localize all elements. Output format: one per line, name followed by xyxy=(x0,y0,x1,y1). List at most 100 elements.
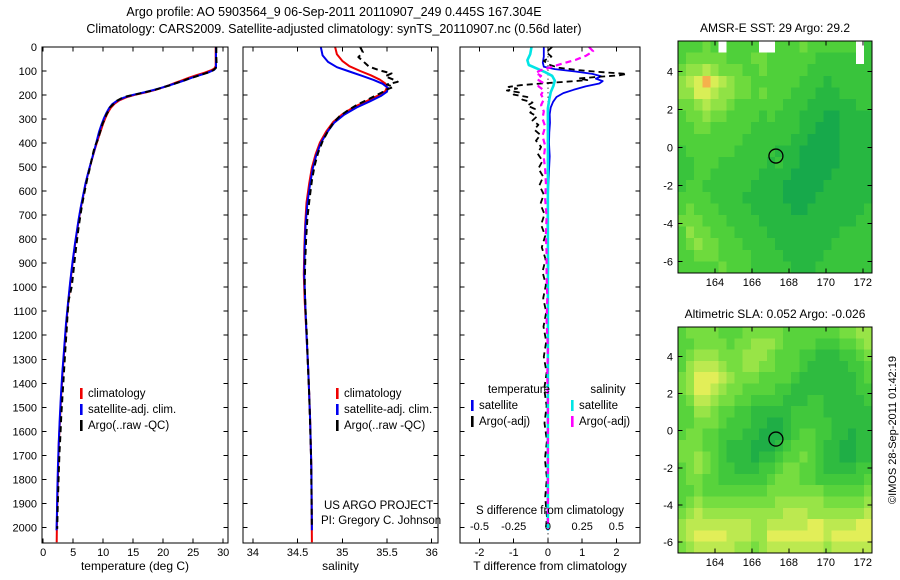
legend-header: temperature xyxy=(488,384,550,396)
temperature-profile-ytick-label: 900 xyxy=(19,258,37,270)
temperature-profile-xtick-label: 30 xyxy=(217,547,229,559)
float-location-marker xyxy=(768,148,784,164)
temperature-profile-ytick-label: 2000 xyxy=(13,522,37,534)
sla-map-xtick-label: 170 xyxy=(817,557,835,569)
sst-map-xtick-label: 168 xyxy=(780,277,798,289)
temperature-profile-ytick-label: 500 xyxy=(19,162,37,174)
sst-map-frame xyxy=(677,40,873,274)
difference-profile-xtick-label: 2 xyxy=(613,547,619,559)
sst-map-ytick-label: -6 xyxy=(663,257,673,269)
series-satellite-adj-clim- xyxy=(55,47,217,531)
series-s-satellite xyxy=(526,46,557,531)
temperature-profile-ytick-label: 300 xyxy=(19,114,37,126)
series-argo-raw-qc- xyxy=(56,47,218,529)
salinity-profile-xtick-label: 35 xyxy=(336,547,348,559)
legend-label: Argo(..raw -QC) xyxy=(344,420,425,432)
legend-swatch xyxy=(80,388,83,399)
legend-swatch xyxy=(336,420,339,431)
legend-swatch xyxy=(80,420,83,431)
temperature-profile-ytick-label: 600 xyxy=(19,186,37,198)
sla-map-xtick-label: 168 xyxy=(780,557,798,569)
sst-map-ytick-label: 4 xyxy=(667,66,673,78)
temperature-profile-ytick-label: 1000 xyxy=(13,282,37,294)
legend-swatch xyxy=(80,404,83,415)
legend-label: satellite xyxy=(479,400,518,412)
legend-label: satellite xyxy=(579,400,618,412)
salinity-profile-frame xyxy=(242,46,439,544)
difference-profile-xtick-label: 0 xyxy=(545,547,551,559)
copyright-text: ©IMOS 28-Sep-2011 01:42:19 xyxy=(887,356,899,504)
temperature-profile-xtick-label: 10 xyxy=(97,547,109,559)
temperature-profile-ytick-label: 1700 xyxy=(13,450,37,462)
difference-profile-xtick-label: -2 xyxy=(475,547,485,559)
annotation: PI: Gregory C. Johnson xyxy=(321,515,441,527)
legend-swatch xyxy=(471,416,474,427)
temperature-profile-ytick-label: 1600 xyxy=(13,426,37,438)
legend-label: satellite-adj. clim. xyxy=(344,404,432,416)
legend-label: Argo(..raw -QC) xyxy=(88,420,169,432)
temperature-profile-xtick-label: 5 xyxy=(70,547,76,559)
temperature-profile-xlabel: temperature (deg C) xyxy=(81,559,189,573)
sst-map-xtick-label: 172 xyxy=(854,277,872,289)
sla-map-ytick-label: 2 xyxy=(667,389,673,401)
title-line2: Climatology: CARS2009. Satellite-adjuste… xyxy=(86,22,582,36)
legend-label: Argo(-adj) xyxy=(579,416,630,428)
secondary-axis-tick-label: 0.25 xyxy=(571,521,592,533)
sla-map-ytick-label: -2 xyxy=(663,463,673,475)
secondary-axis-tick-label: -0.25 xyxy=(501,521,526,533)
temperature-profile-ytick-label: 200 xyxy=(19,90,37,102)
salinity-profile-xlabel: salinity xyxy=(322,559,359,573)
sst-map-xtick-label: 164 xyxy=(706,277,724,289)
legend-swatch xyxy=(336,388,339,399)
temperature-profile-ytick-label: 0 xyxy=(31,42,37,54)
sst-map-cells xyxy=(678,41,873,274)
sla-map-xtick-label: 164 xyxy=(706,557,724,569)
sla-map-title: Altimetric SLA: 0.052 Argo: -0.026 xyxy=(685,307,866,321)
series-climatology xyxy=(302,46,388,543)
temperature-profile-xtick-label: 25 xyxy=(187,547,199,559)
temperature-profile-ytick-label: 400 xyxy=(19,138,37,150)
sst-map-xtick-label: 170 xyxy=(817,277,835,289)
sla-map-ytick-label: 0 xyxy=(667,426,673,438)
legend-swatch xyxy=(571,416,574,427)
sst-map-ytick-label: 2 xyxy=(667,104,673,116)
series-t-argo-adj- xyxy=(506,46,628,529)
sla-map-cells xyxy=(678,327,873,554)
temperature-profile-xtick-label: 15 xyxy=(127,547,139,559)
temperature-profile-ytick-label: 800 xyxy=(19,234,37,246)
sla-map-xtick-label: 172 xyxy=(854,557,872,569)
temperature-profile-ytick-label: 1400 xyxy=(13,378,37,390)
salinity-profile-xtick-label: 35.5 xyxy=(376,547,397,559)
sst-map-ytick-label: -4 xyxy=(663,219,673,231)
temperature-profile-ytick-label: 1800 xyxy=(13,474,37,486)
sst-map-title: AMSR-E SST: 29 Argo: 29.2 xyxy=(700,21,850,35)
temperature-profile-ytick-label: 1100 xyxy=(13,306,37,318)
title-line1: Argo profile: AO 5903564_9 06-Sep-2011 2… xyxy=(126,5,542,19)
sla-map-ytick-label: 4 xyxy=(667,352,673,364)
legend-swatch xyxy=(471,400,474,411)
legend-label: Argo(-adj) xyxy=(479,416,530,428)
legend-swatch xyxy=(336,404,339,415)
salinity-profile-xtick-label: 34 xyxy=(247,547,259,559)
secondary-axis-label: S difference from climatology xyxy=(476,505,624,517)
temperature-profile-frame xyxy=(41,46,229,544)
legend-header: salinity xyxy=(590,384,625,396)
salinity-profile-xtick-label: 36 xyxy=(426,547,438,559)
sla-map-frame xyxy=(677,326,873,554)
legend-label: climatology xyxy=(344,388,402,400)
annotation: US ARGO PROJECT xyxy=(324,500,433,512)
temperature-profile-ytick-label: 1500 xyxy=(13,402,37,414)
series-s-argo-adj- xyxy=(534,46,595,529)
temperature-profile-ytick-label: 1300 xyxy=(13,354,37,366)
temperature-profile-ytick-label: 100 xyxy=(19,66,37,78)
secondary-axis-tick-label: 0.5 xyxy=(609,521,624,533)
legend-label: satellite-adj. clim. xyxy=(88,404,176,416)
series-climatology xyxy=(55,47,217,543)
difference-profile-xlabel: T difference from climatology xyxy=(473,559,627,573)
sst-map-xtick-label: 166 xyxy=(743,277,761,289)
temperature-profile-ytick-label: 700 xyxy=(19,210,37,222)
sla-map-ytick-label: -4 xyxy=(663,500,673,512)
sst-map-ytick-label: -2 xyxy=(663,181,673,193)
